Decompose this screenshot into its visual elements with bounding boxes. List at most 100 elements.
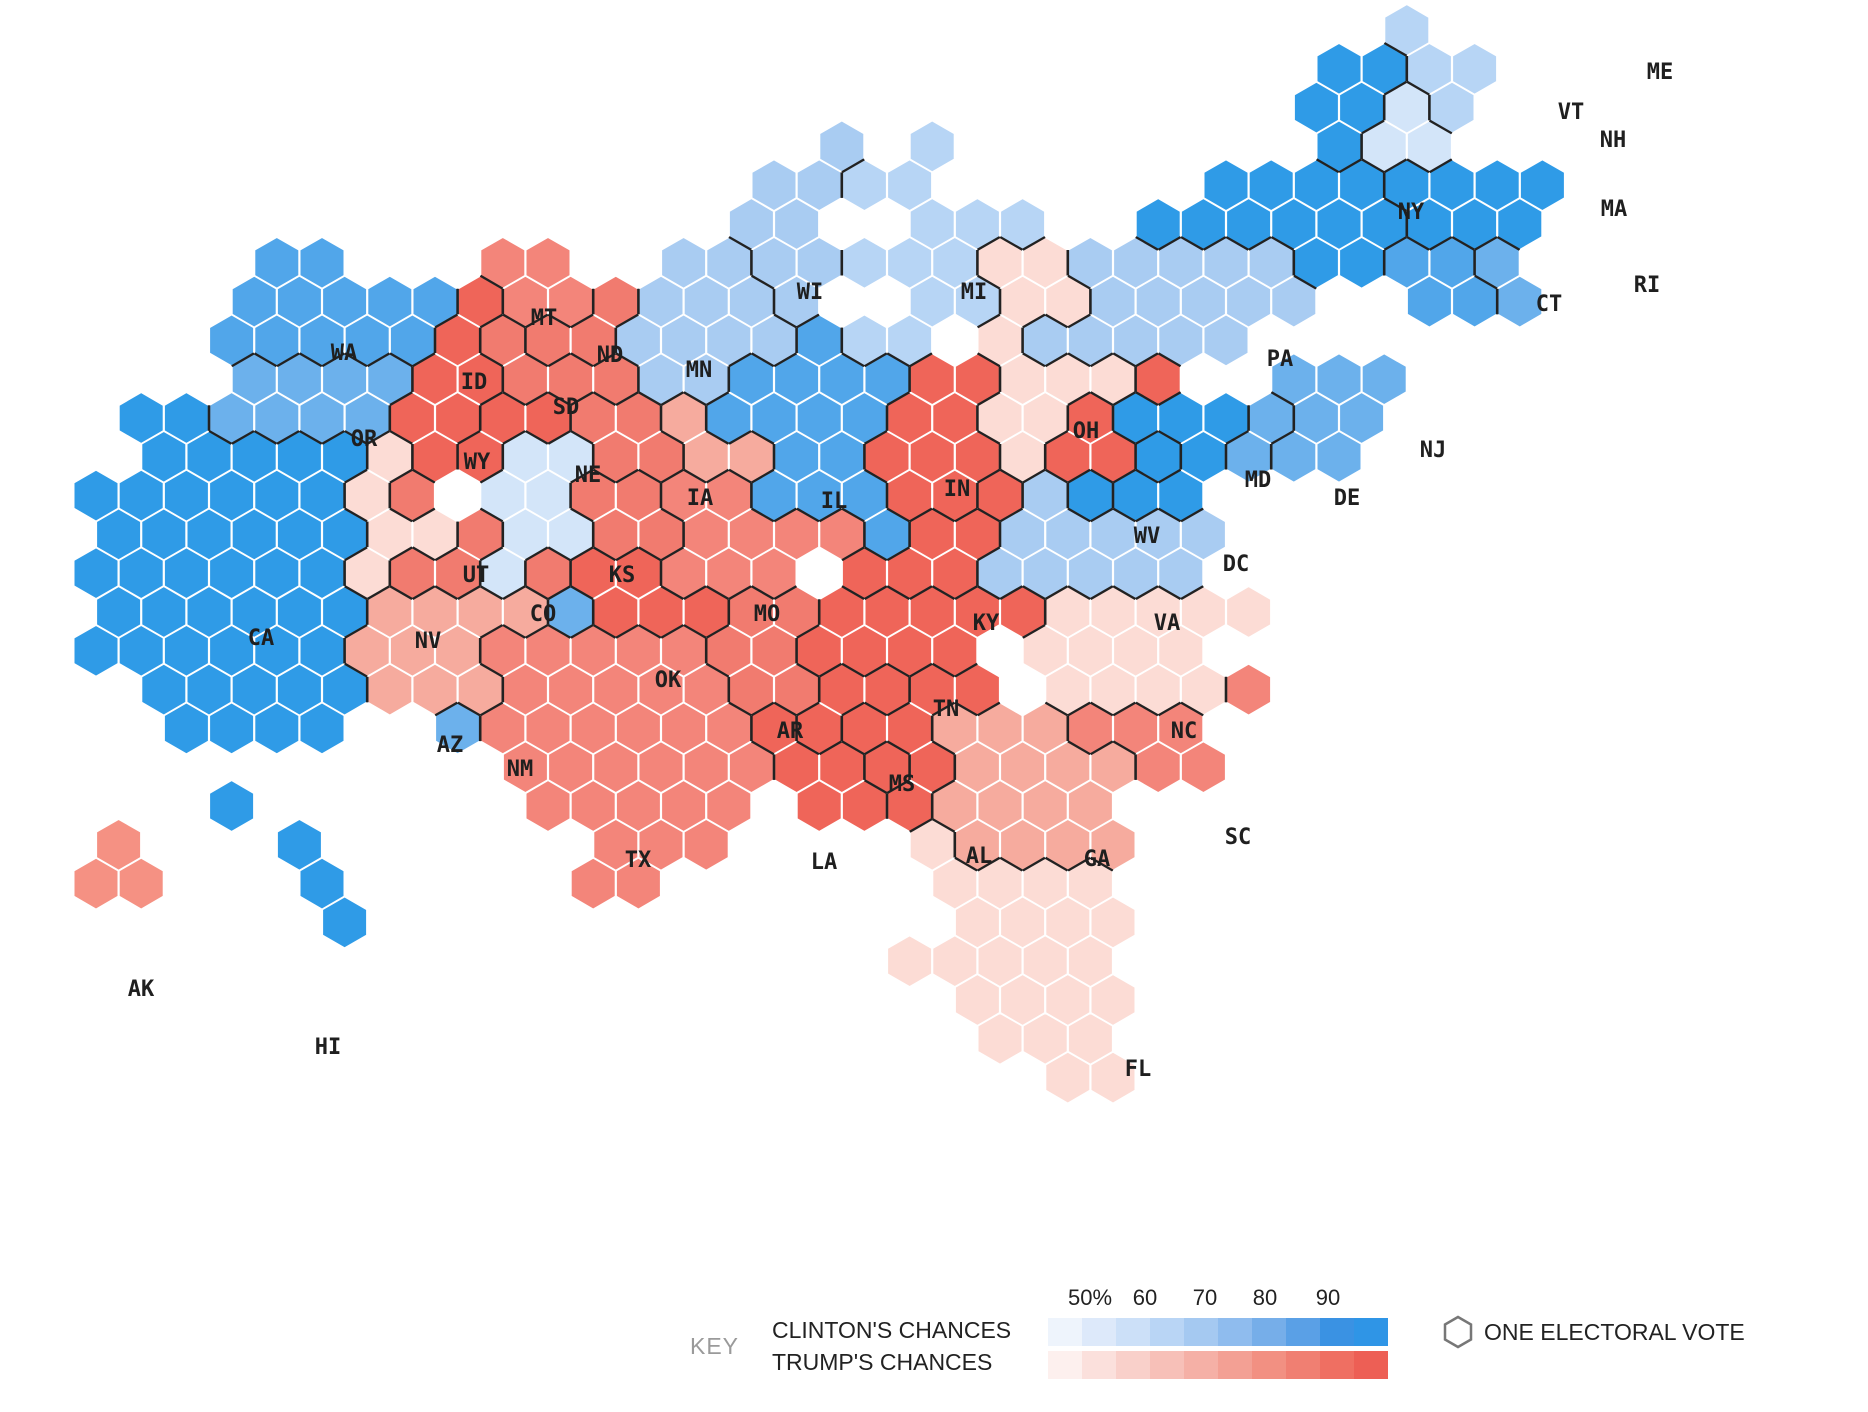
state-label-me: ME — [1647, 60, 1674, 85]
state-border — [751, 469, 775, 484]
state-border — [954, 857, 978, 872]
state-label-ga: GA — [1084, 847, 1111, 872]
state-border — [570, 391, 594, 406]
hex-pa — [1203, 314, 1249, 367]
state-border — [796, 314, 820, 329]
state-border — [1384, 236, 1408, 251]
state-border — [819, 741, 843, 756]
state-border — [615, 391, 639, 406]
state-label-md: MD — [1245, 468, 1272, 493]
state-border — [1384, 81, 1408, 96]
state-border — [751, 702, 775, 717]
hex-pa — [1180, 275, 1227, 328]
state-label-la: LA — [811, 850, 838, 875]
state-border — [480, 314, 504, 329]
hex-tx — [706, 779, 752, 833]
state-border — [570, 430, 594, 445]
state-border — [864, 585, 888, 600]
state-border — [841, 547, 865, 562]
state-border — [1022, 857, 1046, 872]
state-border — [977, 547, 1001, 562]
hex-ma — [1474, 159, 1520, 212]
hex-tx — [638, 663, 684, 716]
hex-sc — [1225, 663, 1272, 716]
state-border — [887, 779, 911, 794]
state-border — [683, 391, 707, 406]
state-border — [1180, 702, 1204, 717]
hex-ny — [1248, 159, 1294, 212]
state-border — [1067, 857, 1091, 872]
state-border — [1022, 236, 1046, 251]
state-border — [1338, 158, 1362, 173]
state-border — [1067, 508, 1091, 523]
hex-mi — [886, 236, 933, 289]
state-border — [479, 353, 503, 368]
state-border — [661, 547, 684, 562]
state-border — [1271, 236, 1295, 251]
clinton-swatch — [1286, 1318, 1320, 1346]
state-label-ri: RI — [1634, 273, 1661, 298]
hex-ca — [254, 547, 300, 600]
state-border — [1158, 352, 1182, 367]
state-border — [683, 624, 707, 639]
hex-hi — [276, 818, 323, 871]
state-border — [751, 274, 775, 289]
state-border — [457, 702, 481, 717]
hex-mt — [525, 236, 571, 289]
state-border — [389, 391, 413, 406]
state-border — [1406, 236, 1430, 251]
state-label-ut: UT — [463, 563, 490, 588]
state-border — [1203, 236, 1226, 251]
state-border — [525, 624, 549, 639]
state-label-wv: WV — [1134, 524, 1161, 549]
state-border — [977, 274, 1001, 289]
electoral-hex-map: WA OR CA NV ID MT WY UT AZ CO NM ND SD NE KS OK TX MN IA MO… — [73, 3, 1674, 1104]
hex-fl — [977, 1012, 1023, 1065]
hex-ca — [231, 663, 277, 716]
hex-tx — [683, 818, 729, 871]
state-border — [909, 663, 933, 678]
state-border — [683, 469, 707, 484]
state-border — [525, 314, 549, 329]
state-labels: WA OR CA NV ID MT WY UT AZ CO NM ND SD NE KS OK TX MN IA MO… — [128, 60, 1674, 1082]
state-border — [480, 662, 504, 677]
state-label-de: DE — [1334, 486, 1361, 511]
state-border — [841, 353, 865, 368]
state-border — [977, 236, 1001, 251]
state-label-sd: SD — [553, 395, 580, 420]
state-border — [638, 391, 662, 406]
hex-ca — [141, 508, 187, 561]
state-border — [389, 430, 413, 445]
state-border — [548, 430, 571, 445]
state-border — [977, 391, 1001, 406]
clinton-swatch — [1116, 1318, 1150, 1346]
state-label-nm: NM — [507, 757, 534, 782]
state-border — [705, 663, 729, 678]
hex-la — [796, 779, 842, 833]
state-border — [864, 353, 888, 368]
state-border — [570, 585, 594, 600]
hex-ca — [73, 624, 119, 677]
state-border — [548, 353, 571, 368]
state-border — [977, 469, 1001, 484]
hex-fl — [977, 935, 1023, 988]
state-border — [728, 236, 752, 251]
clinton-swatch — [1320, 1318, 1354, 1346]
state-border — [977, 430, 1001, 445]
state-border — [1090, 857, 1113, 872]
clinton-color-scale — [1048, 1318, 1390, 1346]
state-border — [661, 585, 685, 600]
hex-tx — [660, 779, 707, 833]
hex-pa — [1225, 275, 1272, 328]
state-border — [638, 624, 661, 639]
state-border — [592, 624, 616, 639]
state-border — [1044, 702, 1068, 717]
clinton-swatch — [1218, 1318, 1252, 1346]
state-border — [1406, 158, 1430, 173]
state-label-wy: WY — [464, 450, 491, 475]
hex-nc — [1225, 585, 1272, 639]
state-label-sc: SC — [1225, 825, 1252, 850]
trump-swatch — [1252, 1351, 1286, 1379]
hex-ca — [208, 702, 255, 755]
state-border — [367, 430, 391, 445]
